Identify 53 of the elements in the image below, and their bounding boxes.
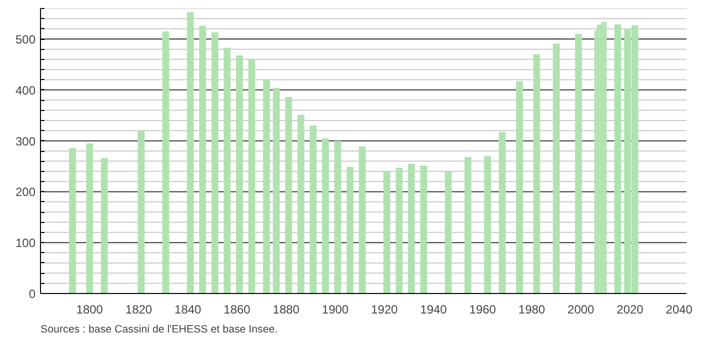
source-note: Sources : base Cassini de l'EHESS et base Insee. xyxy=(40,324,278,336)
bar xyxy=(614,24,622,294)
bar xyxy=(464,157,472,294)
bar xyxy=(224,48,231,294)
x-tick-label: 1860 xyxy=(224,302,251,316)
bar xyxy=(263,80,270,294)
x-tick-label: 2000 xyxy=(568,302,595,316)
bar xyxy=(236,55,243,294)
bar xyxy=(100,158,108,294)
bar xyxy=(552,44,560,294)
y-tick-label: 100 xyxy=(15,236,36,250)
x-tick-label: 1900 xyxy=(322,302,349,316)
bar xyxy=(322,138,329,294)
y-tick-label: 400 xyxy=(15,83,36,98)
bar xyxy=(310,126,317,294)
x-tick-label: 1960 xyxy=(469,302,496,316)
bar xyxy=(68,148,76,294)
x-tick-label: 1880 xyxy=(272,302,300,316)
x-tick-label: 1840 xyxy=(174,302,202,316)
bar xyxy=(444,170,452,294)
bar xyxy=(272,88,280,294)
bar xyxy=(484,156,491,294)
bar xyxy=(138,130,145,294)
bar xyxy=(297,114,304,294)
bar xyxy=(346,166,354,294)
x-tick-label: 1920 xyxy=(371,302,398,316)
bar xyxy=(574,34,582,294)
bar xyxy=(533,54,540,294)
bar xyxy=(498,132,506,294)
bar xyxy=(383,170,390,294)
bar xyxy=(358,146,366,294)
bar xyxy=(285,97,292,294)
bar xyxy=(408,164,415,294)
bar xyxy=(86,143,94,294)
y-tick-label: 500 xyxy=(15,32,36,47)
x-tick-label: 1820 xyxy=(125,302,152,316)
x-tick-label: 1800 xyxy=(76,302,104,316)
x-tick-label: 1940 xyxy=(420,302,448,316)
y-tick-label: 0 xyxy=(28,287,36,301)
bar xyxy=(211,32,218,294)
x-tick-label: 2040 xyxy=(666,302,693,316)
y-tick-label: 300 xyxy=(15,134,36,148)
bar xyxy=(248,58,256,294)
bar xyxy=(396,168,403,294)
y-tick-label: 200 xyxy=(15,185,36,200)
bar xyxy=(516,81,523,294)
bar xyxy=(186,12,194,294)
bar xyxy=(199,26,206,294)
bar xyxy=(162,31,170,294)
x-tick-label: 1980 xyxy=(518,302,546,316)
bar xyxy=(420,166,428,294)
bar xyxy=(334,140,342,294)
x-tick-label: 2020 xyxy=(616,302,644,316)
